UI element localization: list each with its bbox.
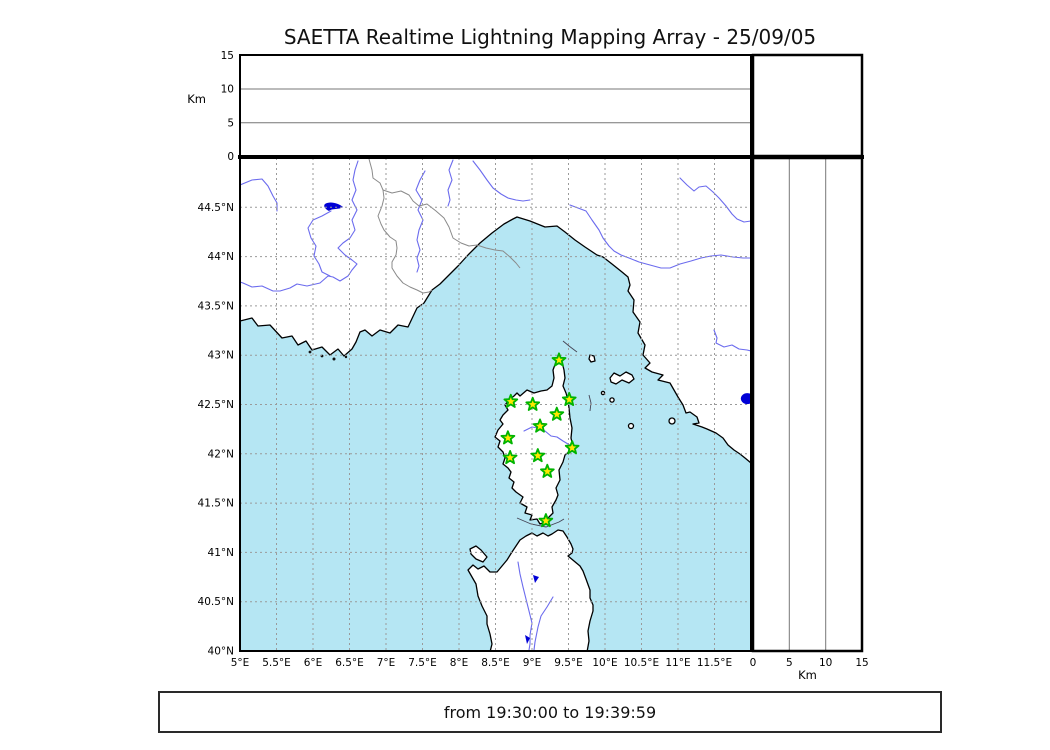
lon-tick-label: 6.5°E	[335, 657, 364, 669]
lake-sardinia	[533, 575, 539, 583]
alt-tick-label: 0	[227, 151, 234, 163]
river	[447, 159, 454, 207]
river	[415, 170, 426, 273]
top-panel-frame	[239, 54, 752, 157]
station-star	[500, 430, 516, 445]
river	[517, 561, 533, 651]
lake-bolsena	[740, 393, 751, 405]
station-star	[530, 448, 546, 463]
coast-mark	[588, 394, 592, 412]
station-star	[503, 393, 519, 408]
station-star	[532, 418, 548, 433]
lon-tick-label: 11.5°E	[697, 657, 732, 669]
island-gorgona	[600, 390, 606, 396]
island-montecristo	[627, 422, 635, 430]
right-axis-km-label: Km	[798, 668, 817, 682]
lon-tick-label: 8°E	[450, 657, 469, 669]
right-alt-tick-label: 10	[819, 657, 832, 669]
lat-tick-label: 40.5°N	[198, 596, 234, 608]
altitude-axis-label: Km	[187, 92, 206, 106]
lake-serre-poncon	[324, 202, 343, 211]
station-star	[564, 440, 580, 455]
right-alt-tick-label: 0	[750, 657, 757, 669]
lon-tick-label: 5.5°E	[262, 657, 291, 669]
lat-tick-label: 41.5°N	[198, 498, 234, 510]
lat-tick-label: 43.5°N	[198, 300, 234, 312]
right-panel-frame	[751, 156, 864, 653]
alt-tick-label: 5	[227, 117, 234, 129]
lat-tick-label: 42°N	[208, 448, 234, 460]
river	[569, 204, 751, 269]
river	[713, 329, 751, 352]
lon-tick-label: 11°E	[665, 657, 690, 669]
lat-tick-label: 40°N	[208, 646, 234, 658]
lon-tick-label: 6°E	[304, 657, 323, 669]
island-giglio	[668, 417, 676, 425]
station-star	[502, 450, 518, 465]
river	[472, 160, 531, 202]
lon-tick-label: 8.5°E	[481, 657, 510, 669]
coastline-mainland	[240, 158, 751, 464]
island-asinara	[469, 545, 488, 563]
axis-ticks: 0 5 10 15 Km 44.5°N 44°N 43.5°N 43°N 42.5°N 42°N 41…	[187, 50, 868, 682]
time-range-box: from 19:30:00 to 19:39:59	[158, 691, 942, 733]
lon-tick-label: 9.5°E	[554, 657, 583, 669]
river	[533, 596, 554, 651]
page-title: SAETTA Realtime Lightning Mapping Array …	[283, 25, 817, 49]
lat-tick-label: 44.5°N	[198, 202, 234, 214]
map-graticule	[240, 158, 751, 651]
lat-tick-label: 43°N	[208, 350, 234, 362]
time-range-text: from 19:30:00 to 19:39:59	[443, 702, 657, 722]
station-star	[561, 391, 577, 406]
station-star	[551, 352, 567, 367]
lon-tick-label: 10.5°E	[624, 657, 659, 669]
alt-tick-label: 10	[221, 84, 234, 96]
island-elba	[609, 371, 635, 385]
lon-tick-label: 9°E	[523, 657, 542, 669]
river	[679, 177, 751, 223]
strait-line	[516, 517, 565, 528]
lon-tick-label: 7°E	[377, 657, 396, 669]
coast-mark	[562, 340, 578, 353]
station-star	[549, 406, 565, 421]
river	[240, 160, 359, 292]
lon-tick-label: 10°E	[592, 657, 617, 669]
right-alt-tick-label: 5	[786, 657, 793, 669]
lon-tick-label: 5°E	[231, 657, 250, 669]
lat-tick-label: 41°N	[208, 547, 234, 559]
region-border	[382, 189, 521, 269]
islet	[308, 350, 312, 354]
island-capraia	[588, 354, 596, 363]
station-star	[538, 513, 554, 528]
lon-tick-label: 7.5°E	[408, 657, 437, 669]
country-border	[368, 158, 433, 294]
station-star	[525, 396, 541, 411]
island-sardinia	[467, 529, 594, 651]
river	[307, 210, 332, 277]
lake-dots	[740, 393, 751, 405]
top-right-box-frame	[751, 53, 864, 158]
right-alt-tick-label: 15	[855, 657, 868, 669]
islet	[344, 355, 348, 359]
panel-frames	[238, 53, 864, 653]
islet	[332, 357, 336, 361]
station-markers	[500, 352, 580, 528]
station-star	[540, 463, 555, 478]
alt-tick-label: 15	[221, 50, 234, 62]
lake-sardinia	[525, 635, 530, 644]
river-golo	[523, 426, 574, 448]
lat-tick-label: 42.5°N	[198, 399, 234, 411]
island-pianosa	[609, 397, 615, 403]
lat-tick-label: 44°N	[208, 251, 234, 263]
